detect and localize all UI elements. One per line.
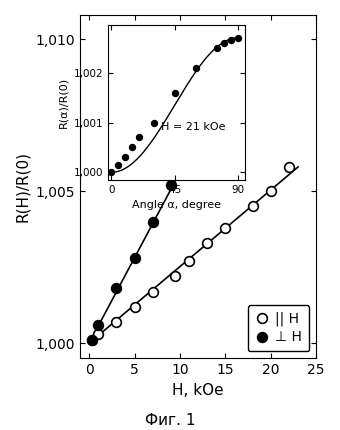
Y-axis label: R(H)/R(0): R(H)/R(0) (15, 151, 30, 222)
Line: ⊥ H: ⊥ H (87, 80, 235, 345)
|| H (133, 304, 137, 309)
⊥ H (228, 82, 232, 87)
⊥ H (96, 322, 100, 328)
|| H (205, 240, 209, 246)
|| H (90, 338, 94, 343)
⊥ H (205, 119, 209, 124)
|| H (269, 189, 273, 194)
|| H (251, 204, 255, 209)
⊥ H (133, 255, 137, 261)
|| H (287, 164, 291, 169)
|| H (114, 319, 118, 325)
X-axis label: H, kOe: H, kOe (172, 383, 224, 398)
Text: Фиг. 1: Фиг. 1 (145, 413, 195, 428)
Legend: || H, ⊥ H: || H, ⊥ H (248, 305, 309, 351)
⊥ H (90, 338, 94, 343)
|| H (187, 258, 191, 264)
|| H (173, 274, 177, 279)
⊥ H (151, 219, 155, 224)
⊥ H (187, 149, 191, 154)
|| H (223, 225, 227, 230)
Line: || H: || H (87, 162, 294, 345)
⊥ H (169, 183, 173, 188)
⊥ H (114, 286, 118, 291)
|| H (151, 289, 155, 294)
|| H (96, 332, 100, 337)
